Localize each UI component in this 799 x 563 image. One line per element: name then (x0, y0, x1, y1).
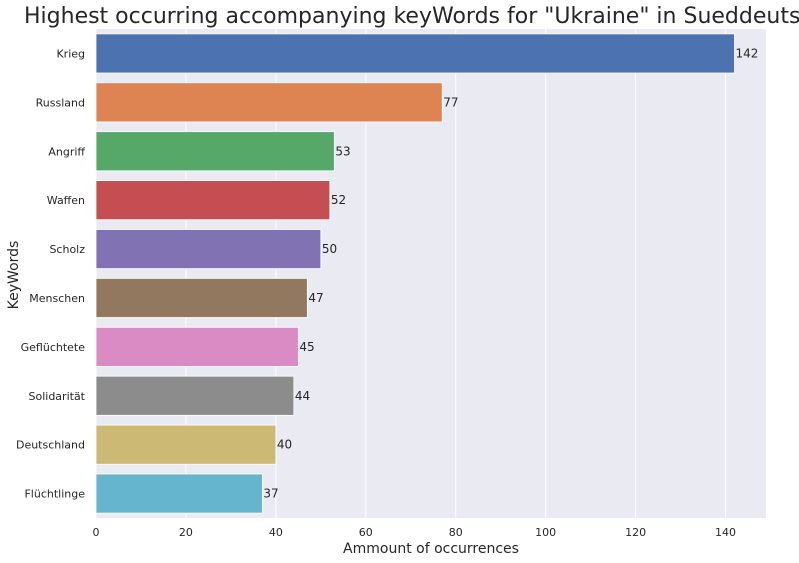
x-tick-label: 120 (625, 526, 646, 539)
bar (95, 277, 308, 318)
x-tick-label: 20 (179, 526, 193, 539)
y-axis-label: KeyWords (6, 241, 22, 310)
y-tick-label: Solidarität (29, 390, 86, 403)
x-tick-label: 0 (93, 526, 100, 539)
data-label: 77 (443, 95, 458, 109)
tick-labels: 0 20 40 60 80 100 120 140 Krieg Russland Angriff Wa… (16, 47, 736, 539)
data-label: 40 (277, 438, 292, 452)
data-label: 142 (736, 46, 759, 60)
bar (95, 375, 295, 416)
data-label: 44 (295, 389, 310, 403)
bar (95, 424, 277, 465)
x-axis-label: Ammount of occurrences (343, 541, 519, 557)
x-tick-label: 80 (449, 526, 463, 539)
y-tick-label: Geflüchtete (21, 341, 86, 354)
data-label: 50 (322, 242, 337, 256)
chart-title: Highest occurring accompanying keyWords … (24, 4, 799, 29)
y-tick-label: Flüchtlinge (24, 488, 85, 501)
x-tick-label: 40 (269, 526, 283, 539)
data-label: 45 (299, 340, 314, 354)
y-tick-label: Scholz (49, 243, 85, 256)
bar (95, 229, 322, 270)
bar (95, 82, 443, 123)
y-tick-label: Waffen (47, 194, 85, 207)
bar (95, 131, 335, 172)
data-label: 47 (308, 291, 323, 305)
bar (95, 326, 299, 367)
x-tick-label: 140 (715, 526, 736, 539)
data-label: 53 (335, 144, 350, 158)
y-tick-label: Russland (36, 96, 85, 109)
y-tick-label: Menschen (29, 292, 85, 305)
bars: 142 77 53 52 50 47 45 44 40 37 (95, 33, 759, 514)
bar (95, 33, 735, 74)
x-tick-label: 100 (535, 526, 556, 539)
data-label: 37 (263, 487, 278, 501)
y-tick-label: Angriff (48, 145, 85, 158)
y-tick-label: Deutschland (16, 439, 85, 452)
bar (95, 180, 331, 221)
x-tick-label: 60 (359, 526, 373, 539)
y-tick-label: Krieg (56, 47, 85, 60)
bar (95, 473, 263, 514)
data-label: 52 (331, 193, 346, 207)
